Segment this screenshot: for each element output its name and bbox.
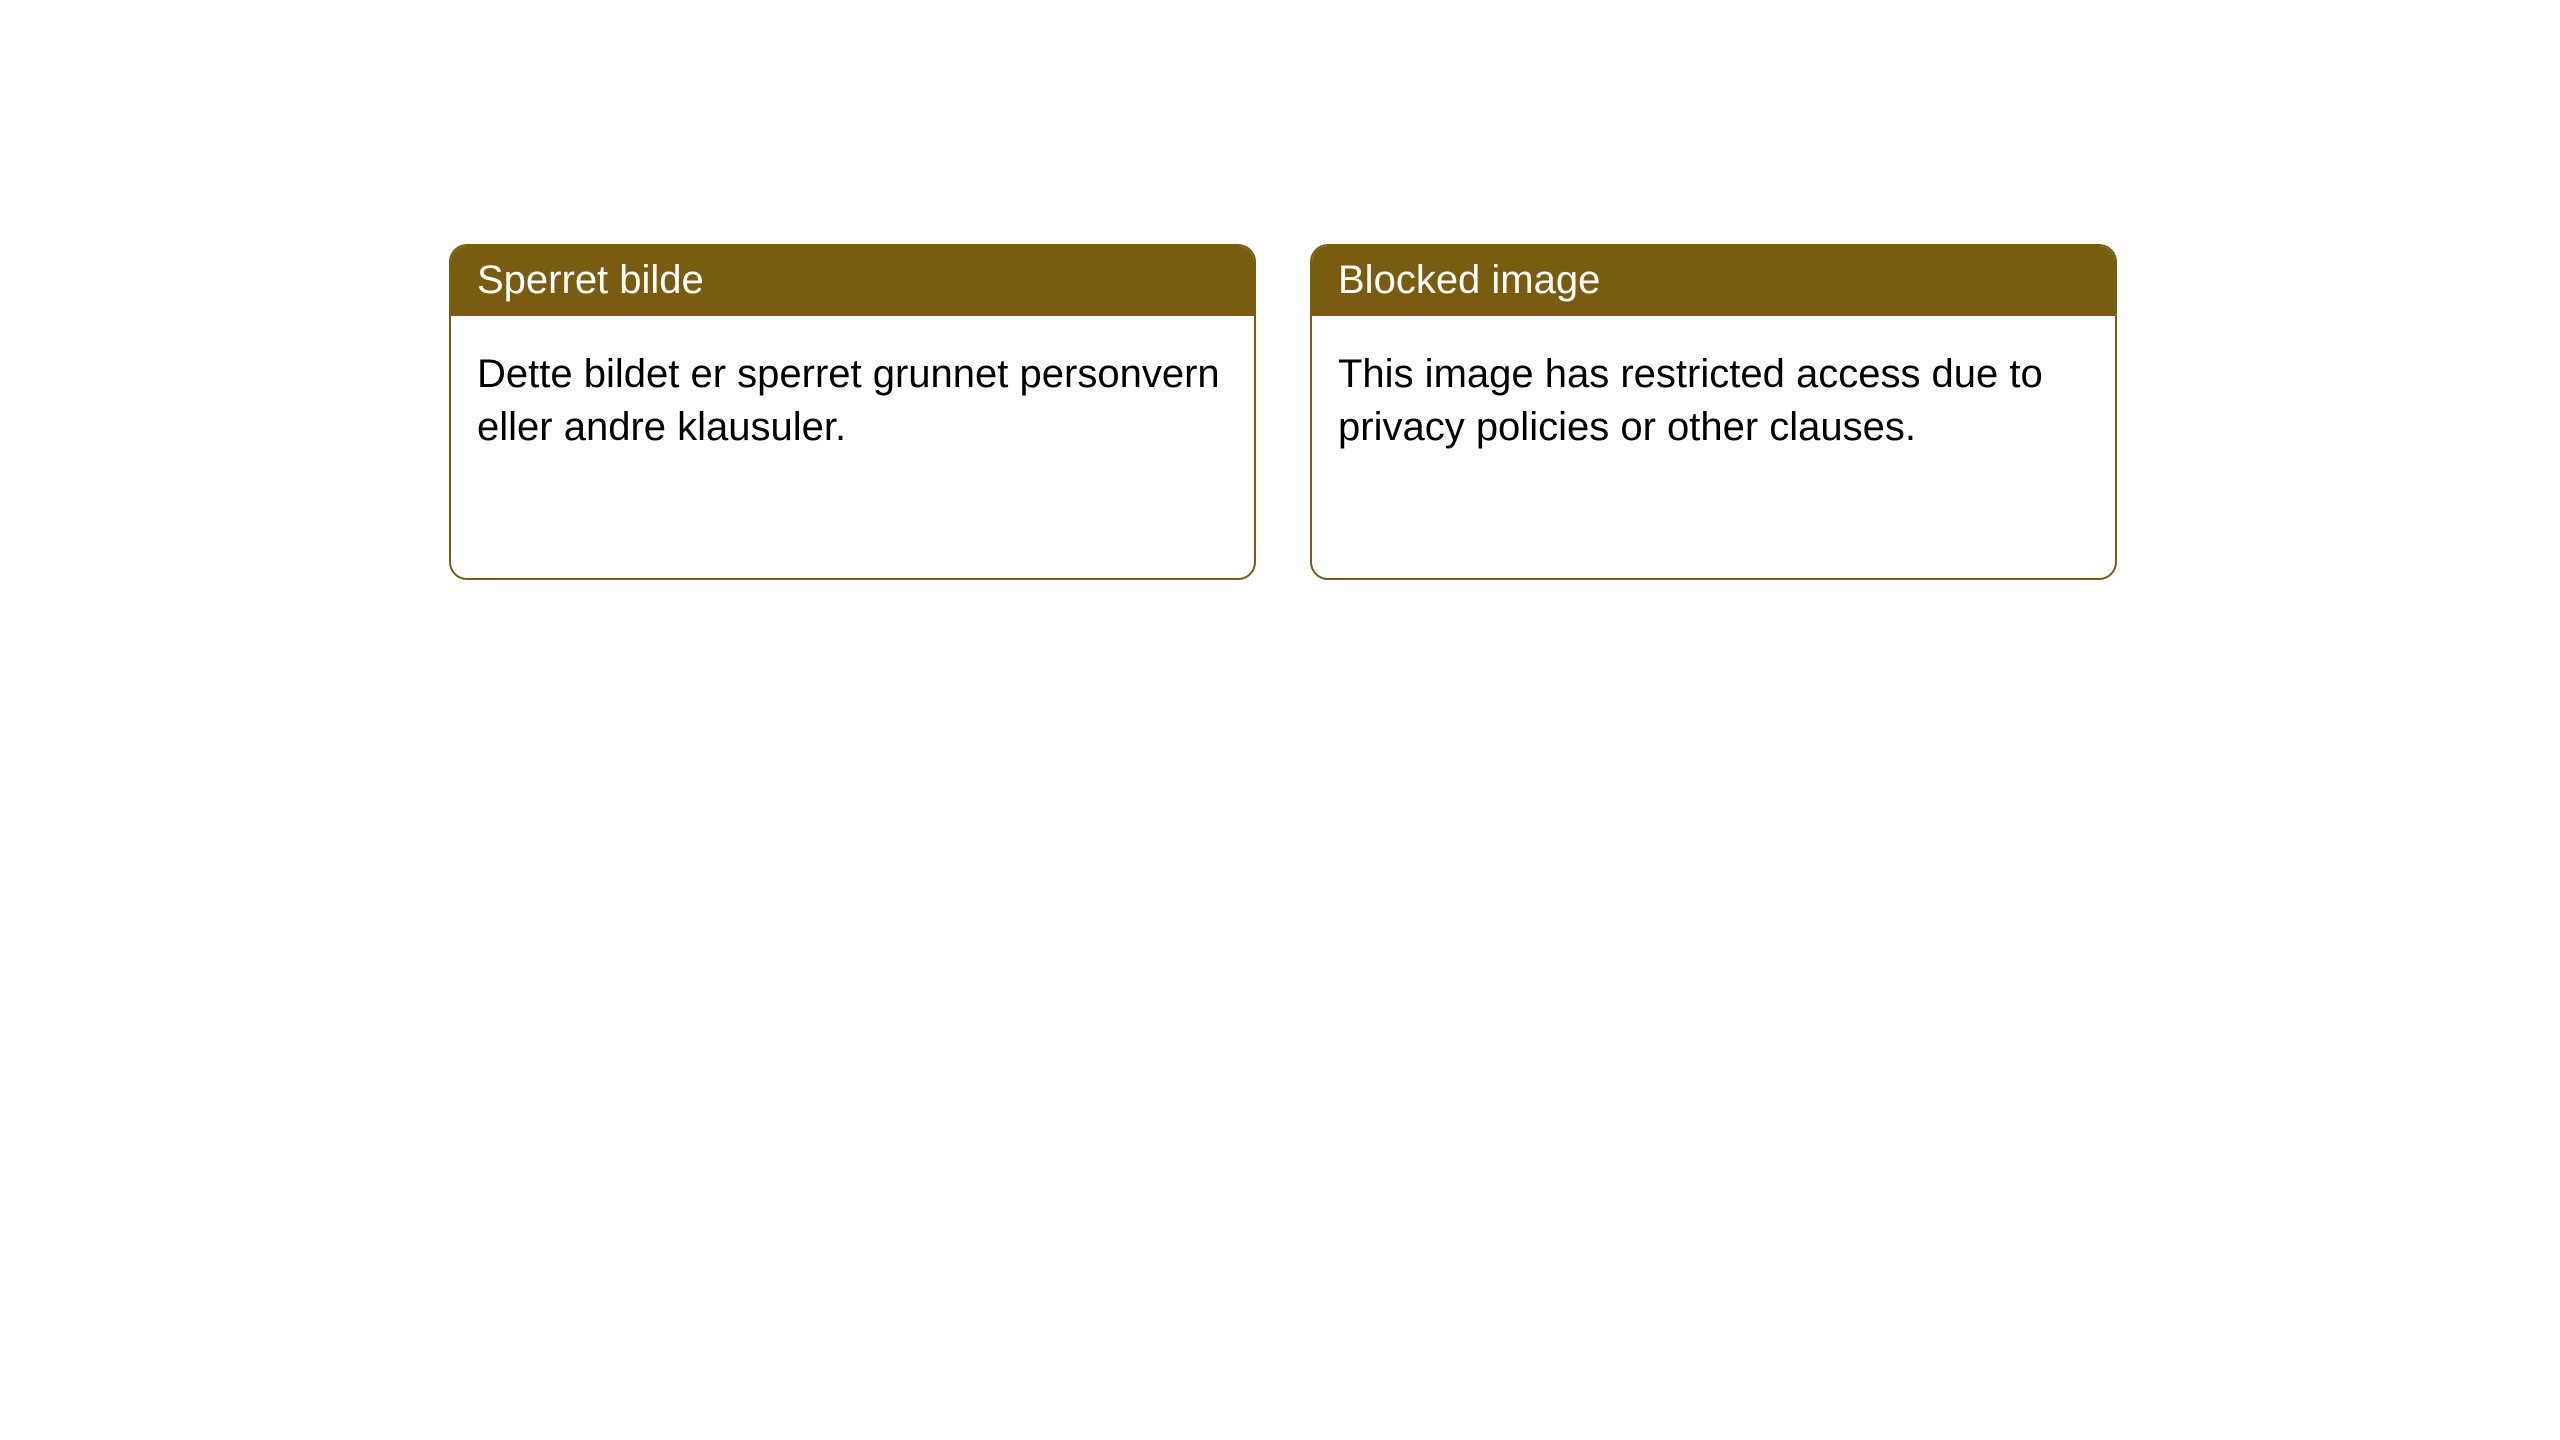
- card-header: Sperret bilde: [451, 246, 1254, 316]
- card-body: This image has restricted access due to …: [1312, 316, 2115, 454]
- card-title: Sperret bilde: [477, 258, 704, 302]
- card-header: Blocked image: [1312, 246, 2115, 316]
- card-body-text: This image has restricted access due to …: [1338, 352, 2043, 449]
- card-body: Dette bildet er sperret grunnet personve…: [451, 316, 1254, 454]
- notice-card-english: Blocked image This image has restricted …: [1310, 244, 2117, 580]
- notice-card-norwegian: Sperret bilde Dette bildet er sperret gr…: [449, 244, 1256, 580]
- notice-card-container: Sperret bilde Dette bildet er sperret gr…: [449, 244, 2117, 580]
- card-title: Blocked image: [1338, 258, 1600, 302]
- card-body-text: Dette bildet er sperret grunnet personve…: [477, 352, 1220, 449]
